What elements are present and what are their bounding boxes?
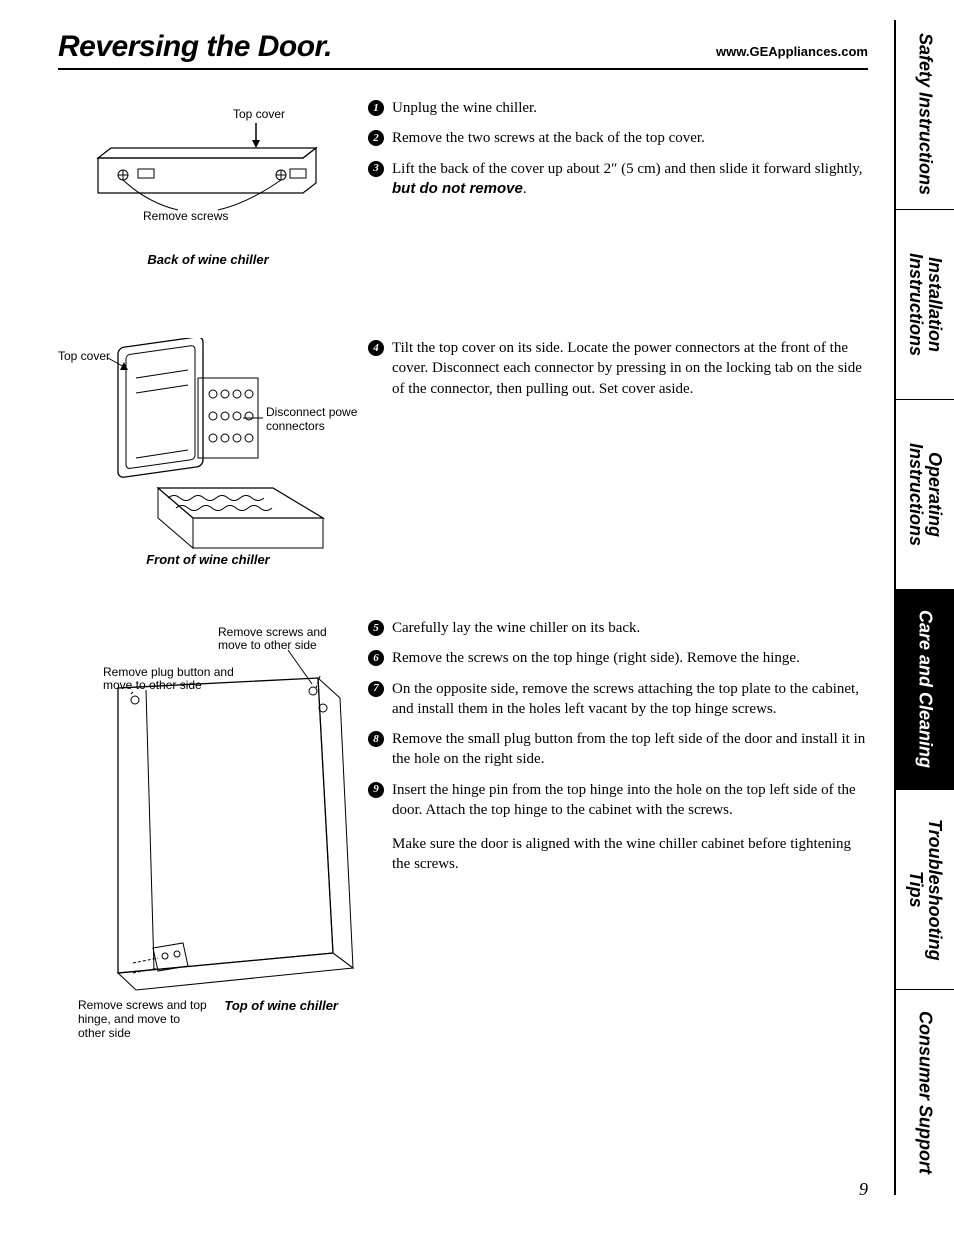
figure-1-caption: Back of wine chiller — [58, 252, 358, 267]
svg-text:Remove plug button andmove to: Remove plug button andmove to other side — [103, 665, 234, 692]
figure-1: Top cover Remove screws Back of wine chi… — [58, 98, 358, 278]
side-tabs: Safety Instructions Installation Instruc… — [894, 20, 954, 1195]
section-3-note: Make sure the door is aligned with the w… — [392, 834, 868, 875]
tab-installation[interactable]: Installation Instructions — [896, 210, 954, 400]
step-bullet: 3 — [368, 161, 384, 177]
step-2: 2 Remove the two screws at the back of t… — [368, 128, 868, 148]
step-bullet: 2 — [368, 130, 384, 146]
step-3-pre: Lift the back of the cover up about 2″ (… — [392, 161, 863, 177]
step-bullet: 8 — [368, 731, 384, 747]
section-1: Top cover Remove screws Back of wine chi… — [58, 98, 868, 278]
step-1: 1 Unplug the wine chiller. — [368, 98, 868, 118]
tab-troubleshooting[interactable]: Troubleshooting Tips — [896, 790, 954, 990]
step-3-post: . — [523, 181, 527, 197]
step-bullet: 4 — [368, 340, 384, 356]
step-text: Remove the two screws at the back of the… — [392, 128, 868, 148]
section-3-steps: 5 Carefully lay the wine chiller on its … — [358, 618, 868, 1038]
step-bullet: 5 — [368, 620, 384, 636]
step-text: Unplug the wine chiller. — [392, 98, 868, 118]
figure-2: Top cover Disconnect powerconnectors Fro… — [58, 338, 358, 578]
step-8: 8 Remove the small plug button from the … — [368, 729, 868, 770]
diagram-back-of-chiller: Top cover Remove screws — [58, 98, 338, 248]
step-bullet: 1 — [368, 100, 384, 116]
figure-3-caption: Top of wine chiller — [224, 998, 338, 1013]
diagram-top-of-chiller: Remove screws andmove to other side Remo… — [58, 618, 358, 1008]
svg-text:Remove screws andmove to other: Remove screws andmove to other side — [218, 625, 327, 652]
step-3: 3 Lift the back of the cover up about 2″… — [368, 159, 868, 200]
step-text: Carefully lay the wine chiller on its ba… — [392, 618, 868, 638]
figure-2-caption: Front of wine chiller — [58, 552, 358, 567]
step-9: 9 Insert the hinge pin from the top hing… — [368, 780, 868, 821]
svg-text:Remove screws: Remove screws — [143, 209, 228, 223]
step-5: 5 Carefully lay the wine chiller on its … — [368, 618, 868, 638]
step-text: Lift the back of the cover up about 2″ (… — [392, 159, 868, 200]
page-title: Reversing the Door. — [58, 30, 332, 64]
step-text: Tilt the top cover on its side. Locate t… — [392, 338, 868, 399]
svg-text:Top cover: Top cover — [58, 349, 110, 363]
step-3-bold: but do not remove — [392, 180, 523, 197]
section-2: Top cover Disconnect powerconnectors Fro… — [58, 338, 868, 578]
page-number: 9 — [859, 1179, 868, 1200]
svg-text:Disconnect powerconnectors: Disconnect powerconnectors — [266, 405, 358, 433]
step-7: 7 On the opposite side, remove the screw… — [368, 679, 868, 720]
step-bullet: 9 — [368, 782, 384, 798]
step-text: Remove the small plug button from the to… — [392, 729, 868, 770]
step-text: Insert the hinge pin from the top hinge … — [392, 780, 868, 821]
header-url: www.GEAppliances.com — [716, 44, 868, 59]
step-text: On the opposite side, remove the screws … — [392, 679, 868, 720]
tab-operating[interactable]: Operating Instructions — [896, 400, 954, 590]
tab-care-cleaning[interactable]: Care and Cleaning — [896, 590, 954, 790]
figure-3-hinge-label: Remove screws and top hinge, and move to… — [78, 998, 208, 1040]
section-2-steps: 4 Tilt the top cover on its side. Locate… — [358, 338, 868, 578]
tab-consumer-support[interactable]: Consumer Support — [896, 990, 954, 1195]
step-4: 4 Tilt the top cover on its side. Locate… — [368, 338, 868, 399]
figure-3: Remove screws andmove to other side Remo… — [58, 618, 358, 1038]
page-content: Reversing the Door. www.GEAppliances.com… — [58, 30, 868, 1200]
header: Reversing the Door. www.GEAppliances.com — [58, 30, 868, 70]
step-text: Remove the screws on the top hinge (righ… — [392, 648, 868, 668]
section-1-steps: 1 Unplug the wine chiller. 2 Remove the … — [358, 98, 868, 278]
svg-text:Top cover: Top cover — [233, 107, 285, 121]
step-bullet: 6 — [368, 650, 384, 666]
tab-safety[interactable]: Safety Instructions — [896, 20, 954, 210]
diagram-front-of-chiller: Top cover Disconnect powerconnectors — [58, 338, 358, 558]
section-3: Remove screws andmove to other side Remo… — [58, 618, 868, 1038]
step-bullet: 7 — [368, 681, 384, 697]
step-6: 6 Remove the screws on the top hinge (ri… — [368, 648, 868, 668]
